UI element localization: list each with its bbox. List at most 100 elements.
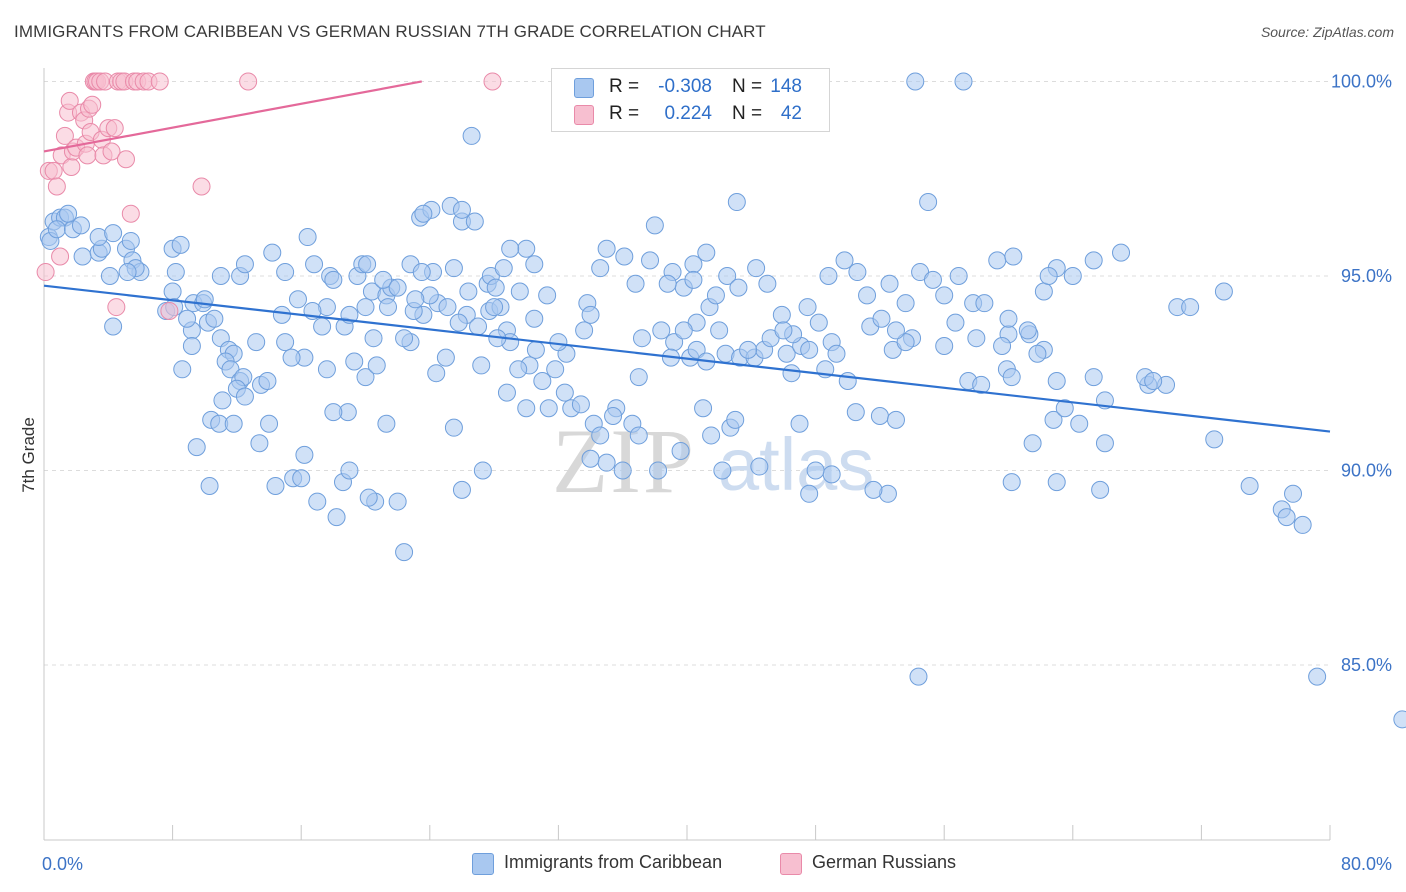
data-point [727, 193, 746, 212]
data-point [1039, 266, 1058, 285]
data-point [1181, 298, 1200, 317]
series-german-russians [36, 72, 502, 320]
data-point [1393, 710, 1406, 729]
data-point [182, 336, 201, 355]
data-point [909, 667, 928, 686]
data-point [533, 371, 552, 390]
data-point [359, 488, 378, 507]
data-point [993, 336, 1012, 355]
legend-r-value: -0.308 [658, 76, 712, 97]
data-point [848, 263, 867, 282]
data-point [438, 298, 457, 317]
data-point [747, 259, 766, 278]
data-point [1308, 667, 1327, 686]
watermark-atlas: atlas [718, 423, 874, 506]
data-point [1028, 344, 1047, 363]
data-point [822, 465, 841, 484]
data-point [694, 399, 713, 418]
data-point [263, 243, 282, 262]
data-point [298, 228, 317, 247]
data-point [47, 220, 66, 239]
data-point [1084, 368, 1103, 387]
data-point [517, 399, 536, 418]
data-point [798, 298, 817, 317]
data-point [367, 356, 386, 375]
data-point [55, 126, 74, 145]
data-point [105, 119, 124, 138]
trend-line-german-russians [43, 80, 422, 153]
bottom-legend-swatch-caribbean [472, 853, 494, 875]
y-tick-label: 85.0% [1341, 655, 1392, 675]
data-point [1112, 243, 1131, 262]
data-point [295, 445, 314, 464]
data-point [187, 438, 206, 457]
data-point [581, 305, 600, 324]
data-point [999, 309, 1018, 328]
data-point [107, 298, 126, 317]
legend-n-label: N = [732, 103, 763, 124]
data-point [872, 309, 891, 328]
data-point [486, 278, 505, 297]
data-point [1047, 371, 1066, 390]
data-point [510, 282, 529, 301]
data-point [260, 414, 279, 433]
data-point [846, 403, 865, 422]
data-point [116, 150, 135, 169]
data-point [658, 274, 677, 293]
data-point [954, 72, 973, 91]
data-point [100, 266, 119, 285]
data-point [729, 278, 748, 297]
data-point [497, 383, 516, 402]
data-point [1293, 515, 1312, 534]
data-point [975, 294, 994, 313]
data-point [1070, 414, 1089, 433]
data-point [1240, 477, 1259, 496]
data-point [800, 484, 819, 503]
y-tick-label: 95.0% [1341, 266, 1392, 286]
y-tick-label: 100.0% [1331, 71, 1392, 91]
legend-r-label: R = [609, 76, 640, 97]
bottom-legend-swatch-german-russians [780, 853, 802, 875]
data-point [324, 270, 343, 289]
data-point [374, 270, 393, 289]
y-axis-label: 7th Grade [19, 417, 38, 493]
data-point [71, 216, 90, 235]
data-point [276, 333, 295, 352]
data-point [697, 243, 716, 262]
watermark: ZIP atlas [552, 410, 874, 512]
data-point [774, 321, 793, 340]
data-point [949, 266, 968, 285]
data-point [967, 329, 986, 348]
data-point [988, 251, 1007, 270]
data-point [613, 461, 632, 480]
data-point [258, 371, 277, 390]
data-point [465, 212, 484, 231]
data-point [739, 340, 758, 359]
data-point [777, 344, 796, 363]
data-point [44, 161, 63, 180]
data-point [1144, 371, 1163, 390]
data-point [687, 340, 706, 359]
data-point [308, 492, 327, 511]
data-point [726, 410, 745, 429]
data-point [1018, 321, 1037, 340]
data-point [235, 255, 254, 274]
x-tick-labels: 0.0% 80.0% [42, 854, 1392, 874]
data-point [239, 72, 258, 91]
data-point [629, 426, 648, 445]
data-point [806, 461, 825, 480]
data-point [104, 224, 123, 243]
data-point [1044, 410, 1063, 429]
data-points [36, 72, 1406, 729]
legend-n-value: 148 [770, 76, 802, 97]
data-point [886, 321, 905, 340]
data-point [173, 360, 192, 379]
data-point [414, 204, 433, 223]
bottom-legend-label-caribbean: Immigrants from Caribbean [504, 852, 723, 872]
y-tick-label: 90.0% [1341, 460, 1392, 480]
legend-r-label: R = [609, 103, 640, 124]
data-point [469, 317, 488, 336]
data-point [62, 158, 81, 177]
data-point [388, 278, 407, 297]
